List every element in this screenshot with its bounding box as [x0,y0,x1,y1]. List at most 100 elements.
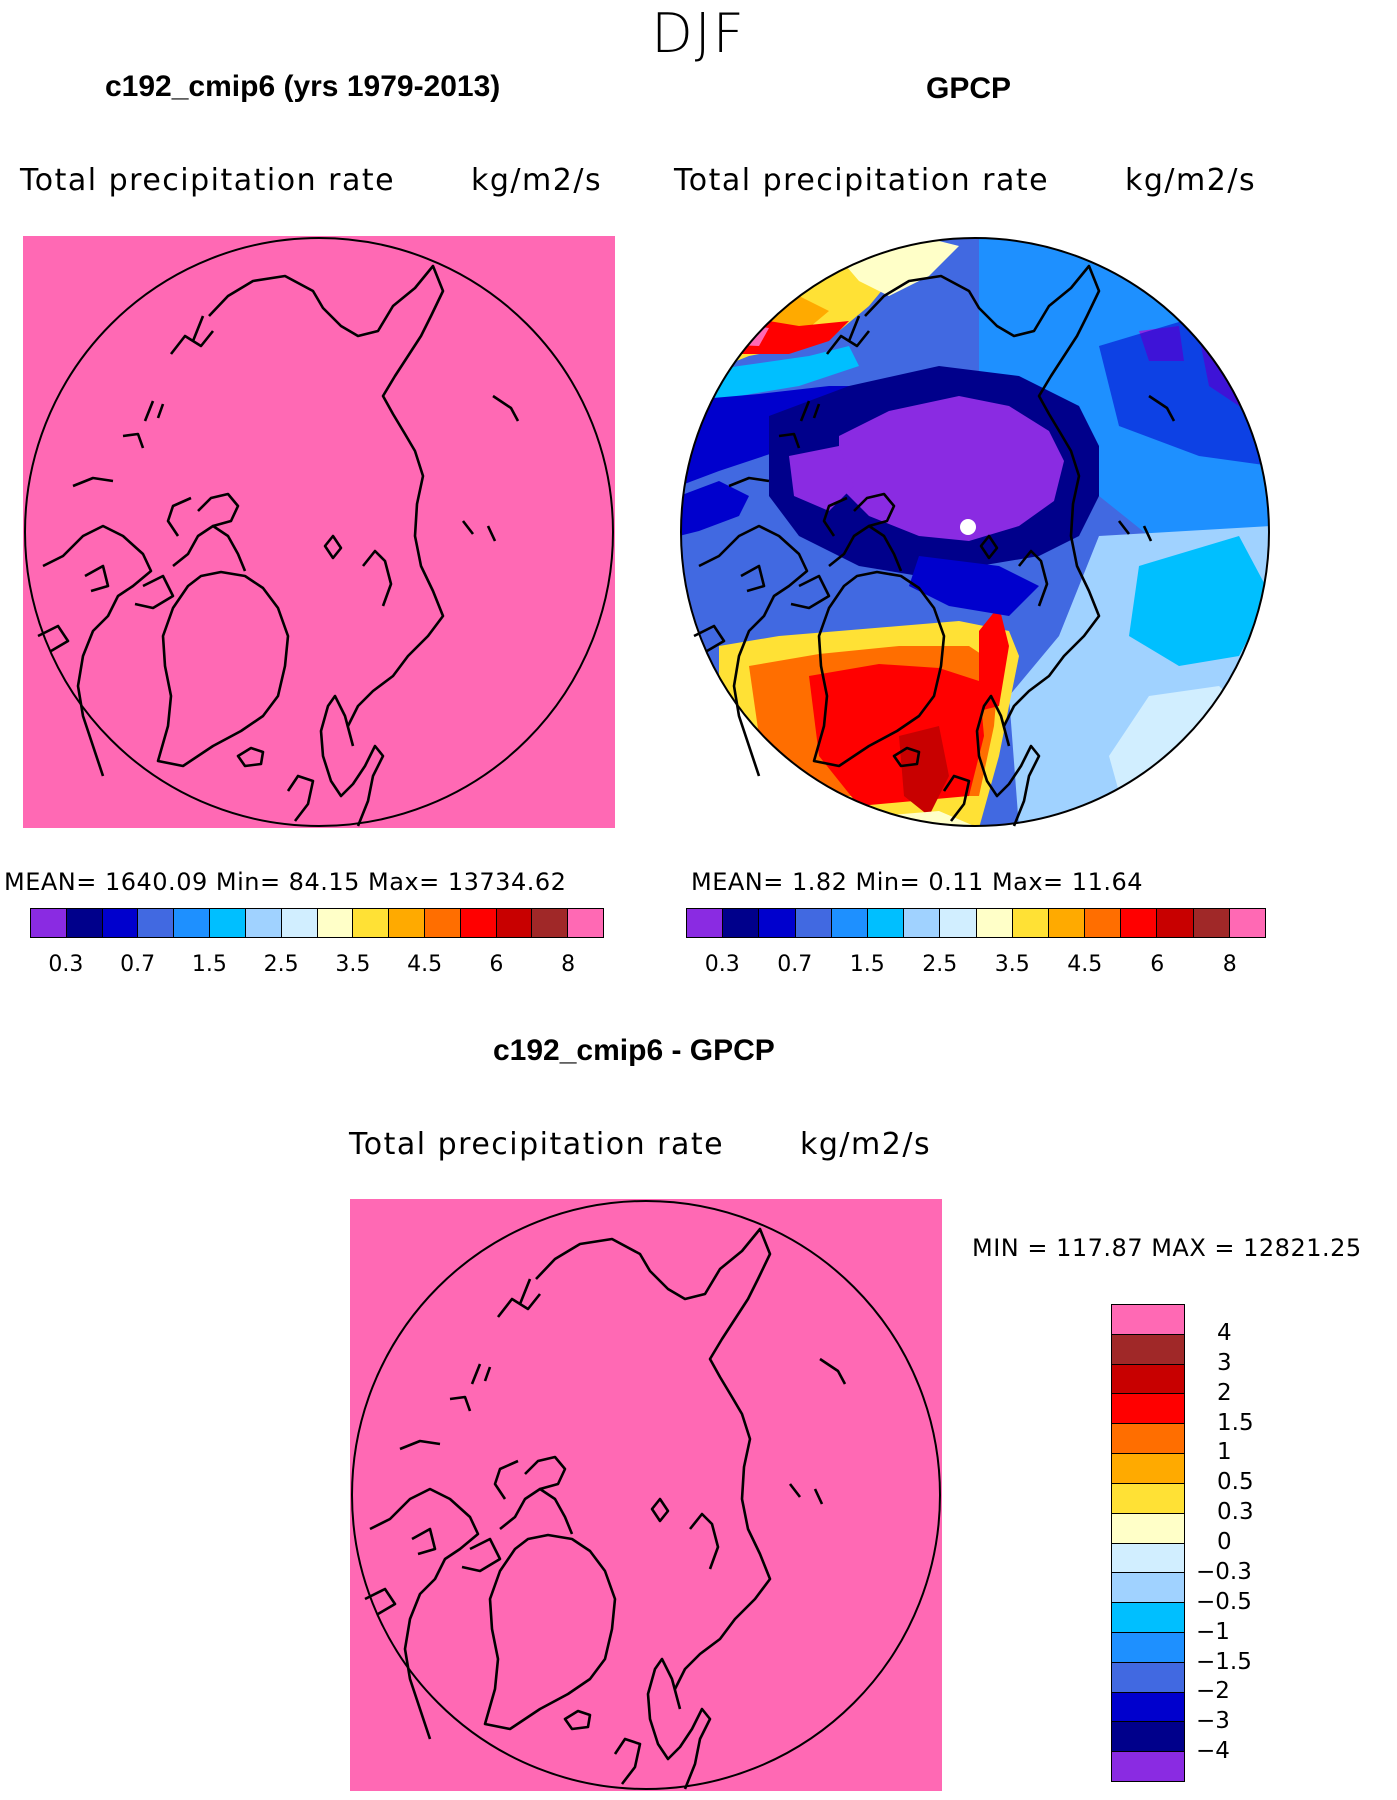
colorbar-swatch [1012,909,1049,937]
colorbar-swatch [867,909,905,937]
obs-panel-title: GPCP [926,72,1012,105]
colorbar-tick-label: 6 [1150,952,1165,977]
colorbar-tick-label: 2.5 [922,952,958,977]
colorbar-swatch [1112,1364,1184,1395]
colorbar-tick-label: 8 [561,952,576,977]
obs-units: kg/m2/s [1125,163,1257,198]
diff-stats: MIN = 117.87 MAX = 12821.25 [972,1234,1362,1262]
model-colorbar [30,908,604,938]
colorbar-tick-label: 3 [1217,1349,1232,1376]
colorbar-swatch [1112,1424,1184,1455]
colorbar-tick-label: −3 [1196,1708,1230,1735]
diff-field-label: Total precipitation rate [349,1127,725,1162]
colorbar-tick-label: 3.5 [994,952,1030,977]
colorbar-tick-label: 0.5 [1217,1469,1254,1496]
colorbar-swatch [904,909,941,937]
season-title: DJF [651,2,746,65]
colorbar-tick-label: −4 [1196,1738,1230,1765]
colorbar-tick-label: 6 [489,952,504,977]
obs-stats: MEAN= 1.82 Min= 0.11 Max= 11.64 [691,868,1143,896]
region-arctic-violet [839,396,1064,541]
colorbar-tick-label: 1.5 [1217,1409,1254,1436]
coastlines [364,1227,847,1790]
colorbar-tick-label: 0.7 [120,952,156,977]
colorbar-swatch [1229,909,1265,937]
colorbar-tick-label: −0.3 [1196,1558,1252,1585]
colorbar-swatch [1157,909,1194,937]
colorbar-swatch [831,909,868,937]
colorbar-tick-label: −1.5 [1196,1648,1252,1675]
colorbar-tick-label: 3.5 [335,952,371,977]
colorbar-swatch [389,909,425,937]
colorbar-swatch [1112,1632,1184,1663]
model-panel-title: c192_cmip6 (yrs 1979-2013) [105,70,501,103]
colorbar-swatch [568,909,603,937]
colorbar-swatch [1085,909,1122,937]
colorbar-swatch [1112,1513,1184,1544]
colorbar-tick-label: 1.5 [849,952,885,977]
colorbar-swatch [1121,909,1158,937]
colorbar-tick-label: 0.3 [48,952,84,977]
colorbar-swatch [1112,1394,1184,1425]
colorbar-swatch [66,909,103,937]
pole-marker [960,519,976,535]
colorbar-tick-label: 1.5 [191,952,227,977]
model-field-label: Total precipitation rate [20,163,396,198]
colorbar-swatch [1112,1752,1184,1781]
colorbar-tick-label: −2 [1196,1678,1230,1705]
colorbar-tick-label: 0.3 [1217,1499,1254,1526]
colorbar-swatch [1112,1573,1184,1604]
colorbar-swatch [353,909,390,937]
colorbar-tick-label: 4.5 [407,952,443,977]
obs-colorbar [686,908,1266,938]
colorbar-swatch [1112,1603,1184,1633]
colorbar-swatch [759,909,796,937]
model-map [23,236,615,828]
colorbar-swatch [1112,1483,1184,1514]
colorbar-tick-label: 4 [1217,1319,1232,1346]
colorbar-tick-label: −1 [1196,1618,1230,1645]
diff-colorbar [1111,1304,1185,1782]
colorbar-swatch [496,909,533,937]
colorbar-swatch [174,909,211,937]
colorbar-swatch [532,909,569,937]
colorbar-tick-label: 2.5 [263,952,299,977]
region-east-cyan [1129,536,1269,666]
colorbar-tick-label: 8 [1222,952,1237,977]
colorbar-swatch [138,909,175,937]
colorbar-swatch [723,909,760,937]
coastlines [693,264,1176,827]
model-stats: MEAN= 1640.09 Min= 84.15 Max= 13734.62 [4,868,567,896]
colorbar-swatch [1193,909,1230,937]
colorbar-swatch [281,909,318,937]
colorbar-tick-label: 4.5 [1067,952,1103,977]
colorbar-tick-label: 0 [1217,1529,1232,1555]
colorbar-swatch [245,909,282,937]
colorbar-swatch [1112,1722,1184,1753]
colorbar-tick-label: 2 [1217,1379,1232,1406]
diff-units: kg/m2/s [800,1127,932,1162]
colorbar-swatch [102,909,139,937]
colorbar-tick-label: −0.5 [1196,1588,1252,1615]
colorbar-tick-label: 1 [1217,1439,1232,1466]
colorbar-swatch [460,909,497,937]
colorbar-swatch [1112,1334,1184,1365]
colorbar-tick-label: 0.7 [777,952,813,977]
colorbar-swatch [1112,1662,1184,1693]
coastlines [37,264,520,827]
colorbar-swatch [1112,1543,1184,1574]
colorbar-swatch [687,909,724,937]
model-units: kg/m2/s [471,163,603,198]
obs-field-label: Total precipitation rate [674,163,1050,198]
region-norway-red [979,606,1009,711]
colorbar-swatch [795,909,832,937]
colorbar-swatch [424,909,461,937]
colorbar-tick-label: 0.3 [704,952,740,977]
colorbar-swatch [1048,909,1086,937]
colorbar-swatch [31,909,67,937]
diff-panel-title: c192_cmip6 - GPCP [493,1034,775,1067]
obs-map [680,237,1270,827]
colorbar-swatch [1112,1305,1184,1335]
colorbar-swatch [1112,1454,1184,1484]
colorbar-swatch [210,909,246,937]
